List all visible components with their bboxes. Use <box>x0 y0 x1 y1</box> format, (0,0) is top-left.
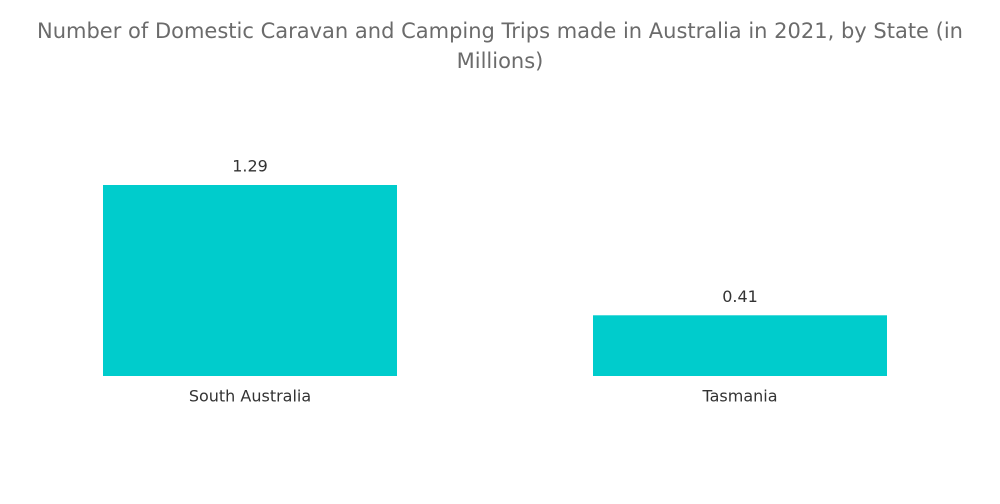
x-tick-label: Tasmania <box>701 387 777 406</box>
chart-title: Number of Domestic Caravan and Camping T… <box>37 19 963 73</box>
x-tick-label: South Australia <box>189 387 311 406</box>
bar <box>593 315 887 376</box>
data-label: 0.41 <box>722 287 758 306</box>
bar <box>103 185 397 376</box>
data-label: 1.29 <box>232 157 268 176</box>
